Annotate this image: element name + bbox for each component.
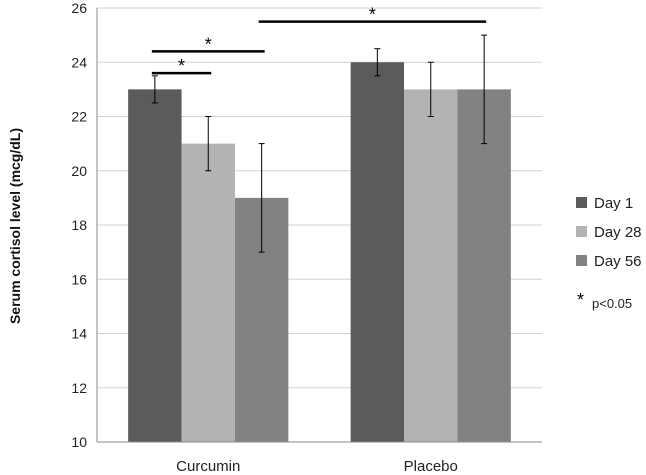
error-bar: [205, 116, 212, 172]
error-bar: [151, 75, 158, 104]
error-bar: [427, 61, 434, 117]
y-tick-label: 14: [71, 326, 87, 342]
bar: [128, 89, 182, 442]
significance-star: *: [205, 34, 212, 54]
significance-bracket: *: [151, 34, 265, 54]
bar: [181, 143, 235, 442]
error-bar: [374, 48, 381, 77]
legend: Day 1 Day 28 Day 56: [576, 195, 642, 270]
legend-item: Day 56: [576, 253, 642, 270]
significance-star: *: [369, 5, 376, 25]
y-tick-label: 10: [71, 434, 87, 450]
y-tick-label: 12: [71, 380, 87, 396]
error-bar: [258, 143, 265, 253]
legend-item: Day 28: [576, 224, 642, 241]
error-bar: [481, 34, 488, 145]
y-tick-label: 24: [71, 54, 87, 70]
y-tick-label: 22: [71, 109, 87, 125]
legend-item: Day 1: [576, 195, 633, 212]
legend-label: Day 1: [594, 195, 633, 212]
note-star: *: [577, 290, 584, 310]
legend-swatch: [576, 255, 587, 266]
category-label: Placebo: [404, 458, 458, 475]
significance-markers: * * *: [151, 5, 487, 76]
legend-label: Day 56: [594, 253, 642, 270]
bar: [404, 89, 458, 442]
y-axis-ticks: 10 12 14 16 18 20 22 24 26: [71, 0, 87, 450]
legend-swatch: [576, 226, 587, 237]
category-label: Curcumin: [176, 458, 240, 475]
legend-label: Day 28: [594, 224, 642, 241]
y-tick-label: 18: [71, 217, 87, 233]
bar: [350, 62, 405, 442]
category-labels: Curcumin Placebo: [176, 458, 458, 475]
significance-bracket: *: [258, 5, 487, 25]
error-bars: [151, 34, 488, 253]
y-axis-label: Serum cortisol level (mcg/dL): [7, 128, 23, 324]
bars: [128, 62, 511, 442]
bar: [457, 89, 511, 442]
note-text: p<0.05: [592, 296, 632, 311]
y-tick-label: 26: [71, 0, 87, 16]
y-tick-label: 20: [71, 163, 87, 179]
legend-swatch: [576, 197, 587, 208]
significance-bracket: *: [151, 56, 212, 76]
significance-note: * p<0.05: [577, 290, 632, 311]
significance-star: *: [178, 56, 185, 76]
y-tick-label: 16: [71, 271, 87, 287]
